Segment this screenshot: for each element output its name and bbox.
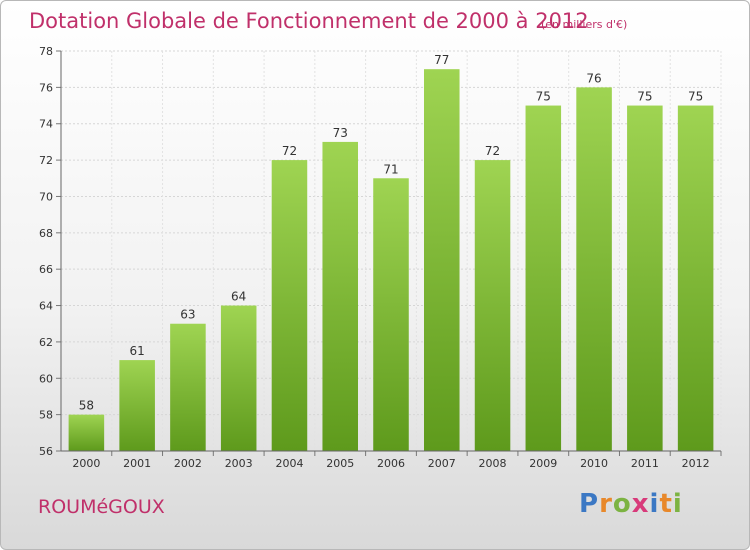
bar-layer: 58 61 63 64 72 73 71 77 72 75 76 75 75: [68, 53, 714, 452]
x-tick-label: 2001: [123, 457, 151, 470]
y-tick-label: 70: [39, 190, 53, 203]
bar-2011: [627, 105, 663, 451]
bar-2000: [68, 414, 105, 451]
logo-letter: i: [672, 489, 683, 519]
y-tick-label: 74: [39, 118, 53, 131]
logo-letter: P: [579, 489, 600, 519]
x-tick-label: 2009: [529, 457, 557, 470]
logo-letter: r: [599, 489, 613, 519]
value-label: 75: [688, 90, 703, 104]
y-tick-label: 76: [39, 81, 53, 94]
bar-2010: [576, 87, 612, 451]
value-label: 64: [231, 290, 246, 304]
value-label: 73: [333, 126, 348, 140]
y-tick-label: 68: [39, 227, 53, 240]
y-tick-label: 66: [39, 263, 53, 276]
logo-letter: o: [612, 489, 632, 519]
value-label: 72: [485, 144, 500, 158]
x-tick-label: 2012: [682, 457, 710, 470]
y-tick-label: 60: [39, 372, 53, 385]
bar-2008: [474, 160, 511, 451]
y-tick-label: 78: [39, 45, 53, 58]
bar-2007: [424, 69, 460, 451]
value-label: 77: [434, 53, 449, 67]
x-tick-label: 2011: [631, 457, 659, 470]
value-label: 61: [130, 344, 145, 358]
commune-name: ROUMéGOUX: [38, 496, 165, 518]
x-tick-label: 2003: [225, 457, 253, 470]
value-label: 75: [536, 90, 551, 104]
y-tick-label: 58: [39, 409, 53, 422]
chart-subtitle: (en milliers d'€): [541, 18, 628, 31]
logo-letter: i: [649, 489, 660, 519]
x-tick-label: 2002: [174, 457, 202, 470]
bar-2002: [170, 323, 206, 451]
value-label: 75: [637, 90, 652, 104]
x-tick-label: 2007: [428, 457, 456, 470]
bar-2001: [119, 360, 155, 451]
x-tick-label: 2006: [377, 457, 405, 470]
y-tick-label: 72: [39, 154, 53, 167]
bar-2004: [271, 160, 308, 451]
y-tick-label: 64: [39, 300, 53, 313]
bar-2005: [322, 141, 358, 451]
x-tick-label: 2010: [580, 457, 608, 470]
bar-2009: [525, 105, 562, 451]
y-tick-label: 56: [39, 445, 53, 458]
value-label: 76: [586, 71, 601, 85]
bar-2012: [677, 105, 714, 451]
x-tick-label: 2004: [275, 457, 303, 470]
value-label: 71: [383, 162, 398, 176]
proxiti-logo[interactable]: Proxiti: [579, 489, 683, 519]
chart-title: Dotation Globale de Fonctionnement de 20…: [29, 9, 589, 33]
x-tick-label: 2000: [72, 457, 100, 470]
y-tick-label: 62: [39, 336, 53, 349]
logo-letter: t: [659, 489, 673, 519]
bar-2003: [220, 305, 257, 451]
x-tick-label: 2005: [326, 457, 354, 470]
bar-2006: [373, 178, 409, 452]
axis-layer: 56 58 60 62 64 66 68 70 72 74 76 78 2000 2001 2002 2003…: [39, 45, 722, 470]
value-label: 63: [180, 308, 195, 322]
value-label: 58: [79, 399, 94, 413]
value-label: 72: [282, 144, 297, 158]
x-tick-label: 2008: [479, 457, 507, 470]
logo-letter: x: [631, 489, 650, 519]
